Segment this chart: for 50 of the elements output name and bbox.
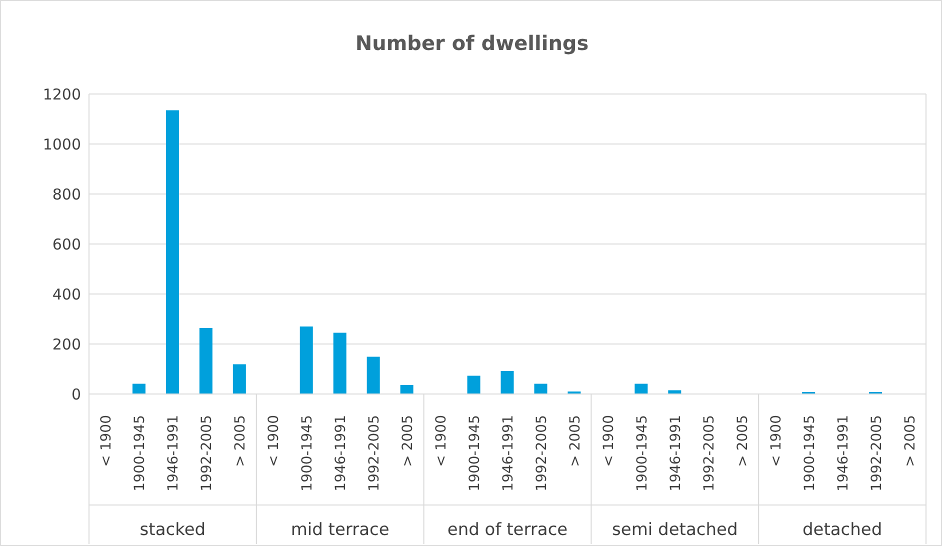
x-tick-label: < 1900 (98, 415, 115, 467)
text: stacked (140, 520, 206, 540)
bar (199, 328, 212, 394)
x-tick-label: > 2005 (734, 415, 751, 467)
x-tick-label: 1992-2005 (199, 415, 216, 492)
bar (366, 356, 380, 394)
bar (534, 384, 548, 394)
x-tick-label: 1900-1945 (132, 415, 148, 492)
x-tick-label: > 2005 (400, 415, 416, 467)
y-tick-label: 400 (52, 285, 81, 304)
x-tick-label: 1992-2005 (366, 415, 383, 492)
bar (467, 376, 480, 394)
x-tick-label: 1992-2005 (701, 415, 718, 492)
bar (300, 326, 313, 394)
x-tick-label: 1946-1991 (835, 415, 852, 492)
bar (500, 371, 514, 394)
bar (166, 110, 179, 394)
bar (400, 385, 414, 394)
x-tick-label: 1900-1945 (467, 415, 484, 492)
x-tick-label: 1992-2005 (868, 415, 885, 492)
x-tick-label: 1900-1945 (634, 415, 650, 492)
x-tick-label: 1946-1991 (333, 415, 350, 492)
x-tick-label: 1992-2005 (534, 415, 550, 492)
x-tick-label: < 1900 (768, 415, 784, 467)
x-tick-label: 1900-1945 (802, 415, 818, 492)
y-tick-label: 1000 (42, 135, 81, 154)
bar (634, 384, 648, 394)
x-tick-label: > 2005 (902, 415, 918, 467)
y-tick-label: 0 (71, 385, 81, 404)
bar (132, 384, 146, 394)
text: detached (802, 520, 882, 540)
y-tick-label: 200 (52, 335, 81, 354)
x-tick-label: < 1900 (600, 415, 617, 467)
y-tick-label: 1200 (42, 85, 81, 104)
chart-title: Number of dwellings (354, 31, 590, 55)
x-tick-label: > 2005 (567, 415, 584, 467)
x-tick-label: 1900-1945 (300, 415, 316, 492)
y-tick-label: 800 (52, 185, 81, 204)
x-tick-label: < 1900 (434, 415, 450, 467)
bar (232, 364, 246, 394)
x-tick-label: 1946-1991 (668, 415, 684, 492)
text: semi detached (612, 520, 738, 540)
text: mid terrace (290, 520, 390, 540)
text: end of terrace (447, 520, 568, 540)
bar (333, 332, 346, 394)
y-tick-label: 600 (52, 235, 81, 254)
x-tick-label: 1946-1991 (166, 415, 182, 492)
x-tick-label: > 2005 (232, 415, 249, 467)
x-tick-label: < 1900 (266, 415, 282, 467)
x-tick-label: 1946-1991 (500, 415, 516, 492)
